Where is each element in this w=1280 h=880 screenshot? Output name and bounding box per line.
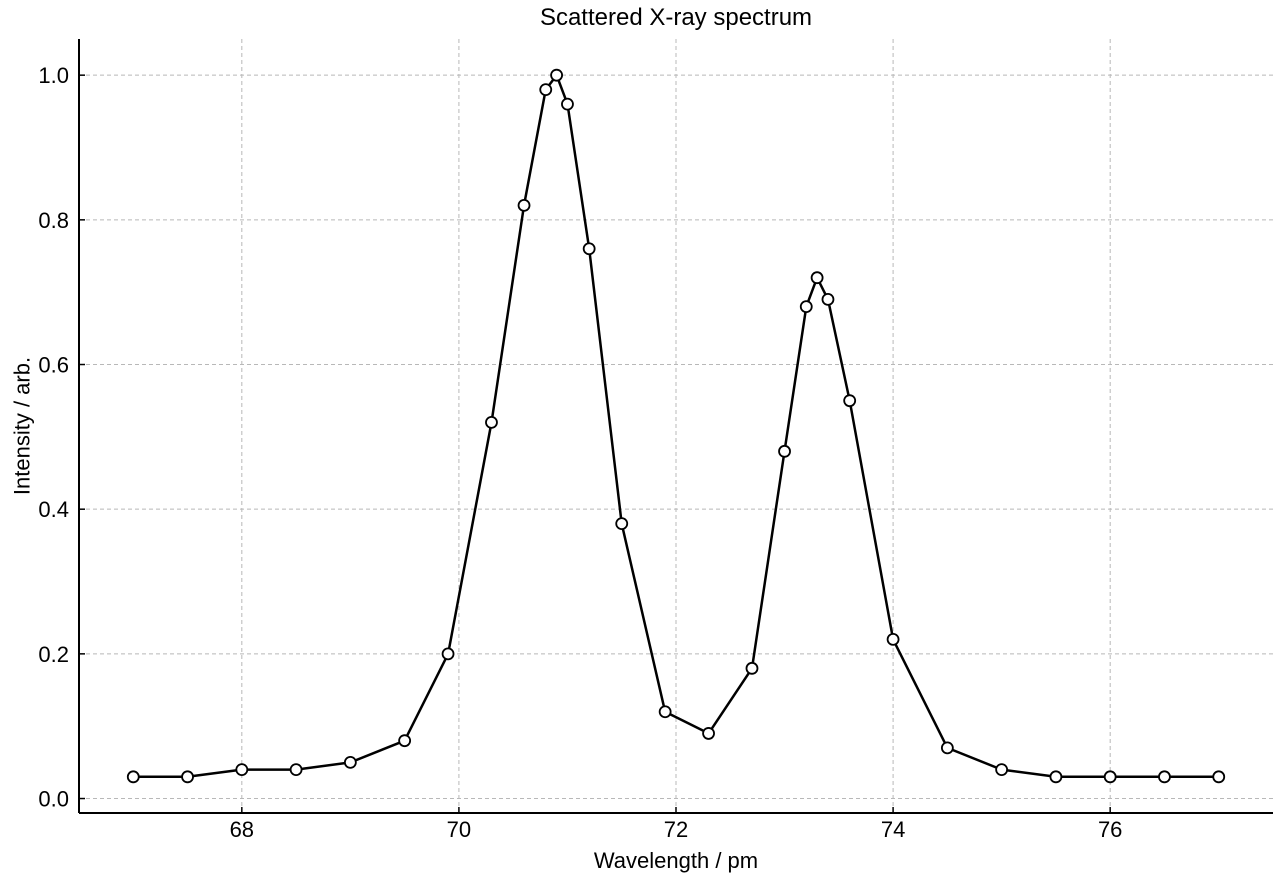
data-point [745,661,759,675]
data-point [126,770,140,784]
data-point [539,83,553,97]
data-point [550,68,563,82]
x-tick-label: 72 [664,817,688,842]
y-tick-label: 0.8 [38,208,69,233]
data-point [1103,770,1117,784]
data-point [658,705,672,719]
y-tick-label: 0.0 [38,787,69,812]
data-point [485,415,498,429]
x-tick-label: 74 [881,817,905,842]
y-tick-label: 0.2 [38,642,69,667]
data-point [799,300,813,314]
data-point [940,741,954,755]
data-point [810,271,824,285]
data-point [235,763,249,776]
x-tick-label: 68 [230,817,254,842]
ticks: 68 70 72 74 76 0.0 0.2 0.4 0.6 0.8 1.0 [38,63,1122,842]
y-axis-title: Intensity / arb. [10,357,35,495]
data-point [886,632,900,646]
y-tick-label: 0.4 [38,497,69,522]
x-axis-title: Wavelength / pm [594,848,758,873]
data-point [615,517,629,531]
data-point [1049,770,1063,784]
data-point [441,647,455,661]
data-point [398,734,412,748]
data-point [289,763,303,776]
data-point [821,293,835,306]
y-tick-label: 1.0 [38,63,69,88]
data-point [843,394,857,408]
data-point [343,755,357,769]
data-point [582,242,596,256]
data-series [126,68,1226,784]
x-tick-label: 70 [447,817,471,842]
data-point [561,97,574,111]
data-point [1212,770,1226,784]
data-point [702,727,715,740]
x-tick-label: 76 [1098,817,1122,842]
data-point [778,444,791,458]
chart-title: Scattered X-ray spectrum [540,4,812,31]
data-point [995,763,1009,776]
data-point [1158,770,1171,784]
y-tick-label: 0.6 [38,353,69,378]
data-point [181,770,194,784]
data-point [517,198,531,212]
grid [79,39,1273,813]
